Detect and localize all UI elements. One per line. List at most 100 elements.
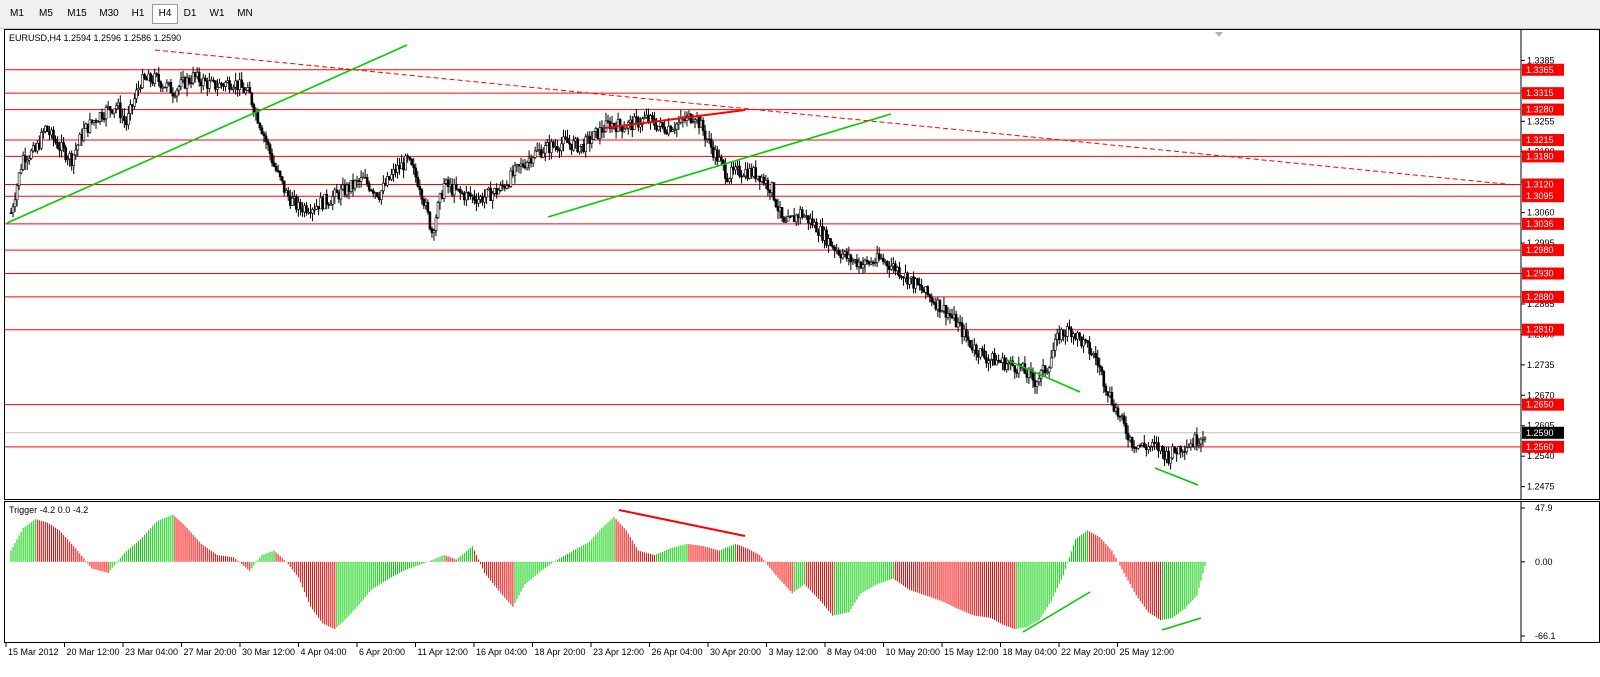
candle-body [657,125,660,131]
level-label-bg [1522,398,1564,411]
candle-body [950,315,954,319]
candle-body [212,79,215,82]
candle-body [805,215,808,217]
candle-body [301,208,304,213]
level-label-bg [1522,217,1564,230]
candle-body [410,158,413,165]
timeframe-m15-button[interactable]: M15 [67,8,87,19]
candle-body [131,104,134,107]
candle-body [495,188,498,195]
candle-body [1072,333,1075,338]
candle-body [102,118,106,120]
candle-body [450,184,454,196]
candle-body [86,123,90,133]
candle-body [590,138,594,144]
indicator-trendline-green-2 [1161,617,1202,631]
candle-body [499,185,503,191]
candle-body [841,253,845,259]
candle-body [703,130,707,140]
candle-body [90,119,94,123]
candle-body [52,129,55,140]
candle-body [849,254,853,263]
candle-body [720,156,723,161]
candle-body [428,211,432,230]
price-chart-panel[interactable]: 1.33851.33201.32551.31901.31251.30601.29… [4,29,1600,500]
timeframe-d1-button[interactable]: D1 [183,8,197,19]
timeframe-h4-button[interactable]: H4 [152,4,178,24]
candle-body [1142,442,1146,448]
candle-body [432,230,436,234]
candle-body [23,155,27,163]
level-label: 1.3315 [1526,88,1554,98]
candle-body [1062,329,1065,336]
candle-body [774,199,778,207]
candle-body [946,313,950,318]
candle-body [948,313,952,317]
candle-body [938,299,942,313]
candle-body [264,135,268,142]
candle-body [388,176,391,180]
candle-body [163,86,167,89]
candle-body [408,156,411,160]
candle-body [568,142,571,145]
candle-body [780,207,784,218]
candle-body [270,153,274,164]
trendline-support-2 [547,113,892,218]
candle-body [683,118,687,121]
candle-body [161,86,165,89]
candle-body [924,286,928,293]
candle-body [1055,332,1059,340]
candle-body [902,276,905,279]
candle-body [1086,340,1089,343]
candle-body [1197,443,1201,446]
candle-body [206,80,209,89]
candle-body [1108,392,1112,397]
candle-body [1151,442,1154,447]
candle-body [290,197,294,206]
timeframe-mn-button[interactable]: MN [237,8,253,19]
candle-body [867,261,871,265]
indicator-panel[interactable]: 47.9 0.00 -66.1 Trigger -4.2 0.0 -4.2 [4,501,1600,643]
timeframe-h1-button[interactable]: H1 [131,8,145,19]
candle-body [48,131,51,136]
candle-body [463,193,466,201]
level-label: 1.2560 [1526,442,1554,452]
candle-body [677,122,681,125]
candle-body [552,141,555,147]
candle-body [537,149,541,151]
candle-body [748,168,751,179]
time-tick-label: 20 Mar 12:00 [67,647,120,657]
candle-body [444,179,448,184]
level-label-bg [1522,134,1564,147]
timeframe-m5-button[interactable]: M5 [39,8,53,19]
candle-body [359,177,363,182]
candle-body [123,115,126,121]
candle-body [400,162,403,170]
timeframe-w1-button[interactable]: W1 [209,8,225,19]
candle-body [513,165,517,176]
candle-body [426,201,430,213]
candle-body [776,206,780,212]
candle-body [596,128,600,139]
candle-body [477,199,480,204]
candle-body [159,81,163,89]
candle-body [970,346,974,351]
candle-body [1025,373,1029,378]
candle-body [811,218,814,226]
candle-body [272,162,276,167]
candle-body [665,131,668,135]
candle-body [556,146,559,151]
timeframe-m30-button[interactable]: M30 [99,8,119,19]
timeframe-m1-button[interactable]: M1 [10,8,24,19]
candle-body [218,82,221,88]
candle-body [533,150,537,158]
candle-body [1064,335,1067,337]
candle-body [1070,328,1073,338]
candle-body [792,215,796,223]
candle-body [574,138,577,142]
candle-body [861,264,865,269]
candle-body [489,187,492,201]
candle-body [1047,367,1051,373]
candle-body [809,218,812,224]
candle-body [333,189,337,197]
